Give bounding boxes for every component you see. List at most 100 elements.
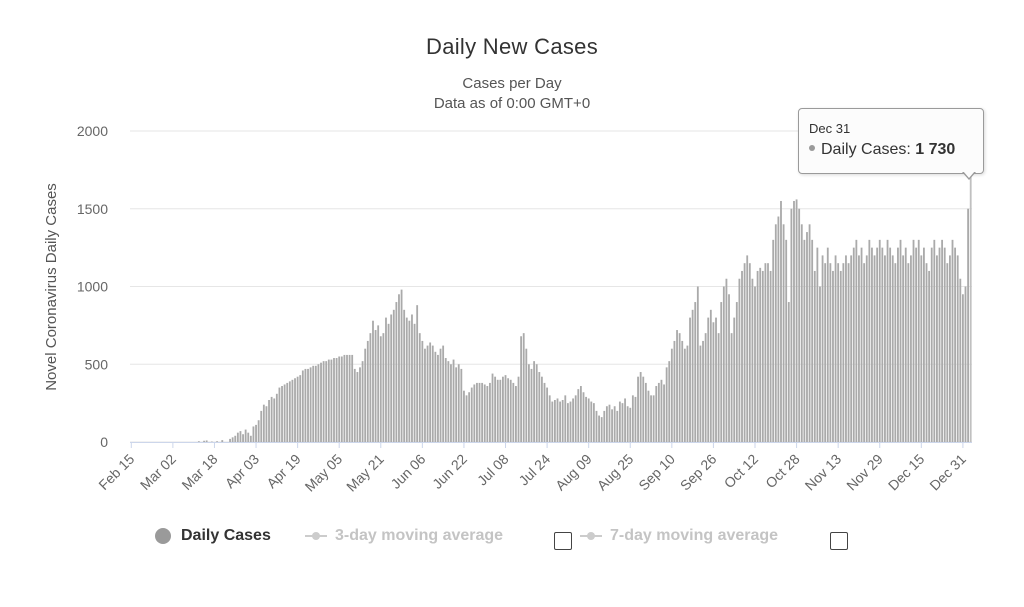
bar[interactable] [715,317,717,442]
bar[interactable] [327,359,330,442]
bar[interactable] [369,333,372,442]
bar[interactable] [611,409,613,442]
bar[interactable] [707,317,710,442]
bar[interactable] [759,267,762,442]
bar[interactable] [787,302,790,442]
bar[interactable] [673,340,676,442]
bar[interactable] [457,364,460,442]
bar[interactable] [717,333,720,442]
bar[interactable] [769,270,772,442]
bar[interactable] [834,255,837,442]
bar[interactable] [915,247,918,443]
bar[interactable] [216,441,218,442]
bar[interactable] [754,286,756,443]
bar[interactable] [520,336,523,442]
bar[interactable] [920,255,923,442]
bar[interactable] [515,386,517,442]
bar[interactable] [832,270,834,442]
bar[interactable] [845,255,847,442]
bar[interactable] [281,386,283,442]
bar[interactable] [683,348,686,442]
bar[interactable] [764,263,767,442]
bar[interactable] [486,386,489,442]
bar[interactable] [733,317,736,442]
bar[interactable] [538,372,541,442]
bar[interactable] [312,365,315,442]
bar[interactable] [463,390,465,442]
bar[interactable] [798,208,801,442]
bar[interactable] [400,289,403,442]
bar[interactable] [418,333,421,442]
bar[interactable] [738,278,741,442]
bar[interactable] [359,367,361,442]
bar[interactable] [598,415,600,442]
bar[interactable] [741,270,743,442]
bar[interactable] [496,379,499,442]
bar[interactable] [444,358,447,442]
bar[interactable] [540,376,543,442]
bar[interactable] [681,340,684,442]
bar[interactable] [902,255,905,442]
bar[interactable] [743,263,746,442]
bar[interactable] [730,333,733,442]
bar[interactable] [517,376,520,442]
bar[interactable] [330,359,333,442]
bar[interactable] [689,317,691,442]
bar[interactable] [821,255,824,442]
bar[interactable] [772,239,775,442]
bar[interactable] [353,368,356,442]
bar[interactable] [678,333,681,442]
bar[interactable] [364,348,367,442]
bar[interactable] [452,359,455,442]
bar[interactable] [377,325,380,443]
bar[interactable] [587,398,590,442]
bar[interactable] [676,330,678,442]
bar[interactable] [605,406,608,442]
bar[interactable] [203,440,205,442]
bar[interactable] [803,239,806,442]
bar[interactable] [553,400,556,442]
bar[interactable] [379,336,382,442]
bar[interactable] [816,247,819,443]
bar[interactable] [863,263,866,442]
bar[interactable] [837,263,840,442]
bar[interactable] [299,375,302,442]
bar[interactable] [800,224,803,442]
checkbox-7-day-average[interactable] [830,532,848,550]
bar[interactable] [247,432,250,442]
bar[interactable] [811,239,814,442]
bar[interactable] [644,382,647,442]
bar[interactable] [616,410,619,442]
bar[interactable] [858,255,860,442]
bar[interactable] [694,302,697,442]
bar[interactable] [528,364,530,442]
bar[interactable] [288,381,291,442]
checkbox-3-day-average[interactable] [554,532,572,550]
bar[interactable] [842,263,845,442]
bar[interactable] [884,255,886,442]
bar[interactable] [933,239,936,442]
bar[interactable] [509,379,512,442]
bar[interactable] [961,294,964,442]
bar[interactable] [564,395,567,442]
bar[interactable] [346,354,348,442]
bar[interactable] [307,368,309,442]
bar[interactable] [535,364,538,442]
bar[interactable] [691,309,694,442]
bar[interactable] [473,384,476,442]
bar[interactable] [304,368,307,442]
bar[interactable] [699,345,702,442]
bar[interactable] [283,384,286,442]
bar[interactable] [439,348,442,442]
bar[interactable] [322,361,325,442]
bar[interactable] [270,396,273,442]
bar[interactable] [372,320,374,442]
bar[interactable] [860,247,863,443]
bar[interactable] [660,379,663,442]
bar[interactable] [702,340,704,442]
bar[interactable] [504,375,507,442]
bar[interactable] [569,401,572,442]
bar[interactable] [197,441,200,442]
bar[interactable] [424,348,426,442]
bar[interactable] [426,345,429,442]
